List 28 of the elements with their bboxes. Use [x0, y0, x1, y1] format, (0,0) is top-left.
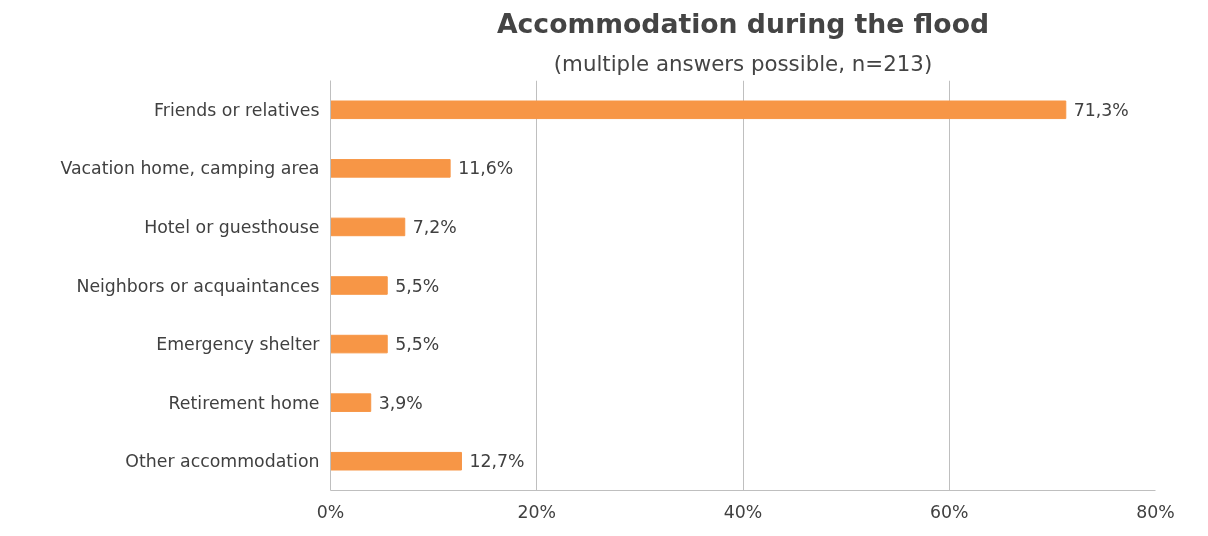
data-label: 7,2%	[412, 216, 457, 237]
y-tick-label: Hotel or guesthouse	[144, 216, 320, 237]
y-tick-label: Neighbors or acquaintances	[76, 275, 320, 296]
data-label: 3,9%	[378, 392, 423, 413]
data-label: 5,5%	[395, 275, 440, 296]
x-tick-label: 0%	[316, 501, 345, 522]
x-tick-label: 20%	[517, 501, 557, 522]
bar	[330, 100, 1067, 120]
y-tick-label: Emergency shelter	[156, 334, 321, 355]
x-tick-label: 40%	[723, 501, 763, 522]
data-label: 11,6%	[458, 158, 514, 179]
chart-title: Accommodation during the flood	[496, 7, 990, 39]
bar	[330, 393, 372, 412]
bar	[330, 276, 388, 295]
y-tick-label: Other accommodation	[125, 451, 320, 472]
chart-subtitle: (multiple answers possible, n=213)	[553, 50, 933, 76]
y-tick-label: Retirement home	[168, 392, 320, 413]
data-label: 71,3%	[1073, 99, 1129, 120]
bar	[330, 334, 388, 354]
bar	[330, 217, 406, 237]
data-label: 5,5%	[395, 334, 440, 355]
x-tick-label: 80%	[1136, 501, 1175, 522]
y-tick-label: Vacation home, camping area	[60, 158, 320, 179]
y-tick-label: Friends or relatives	[154, 99, 320, 120]
bar	[330, 451, 462, 471]
x-tick-label: 60%	[929, 501, 969, 522]
data-label: 12,7%	[469, 451, 525, 472]
bar	[330, 159, 451, 178]
